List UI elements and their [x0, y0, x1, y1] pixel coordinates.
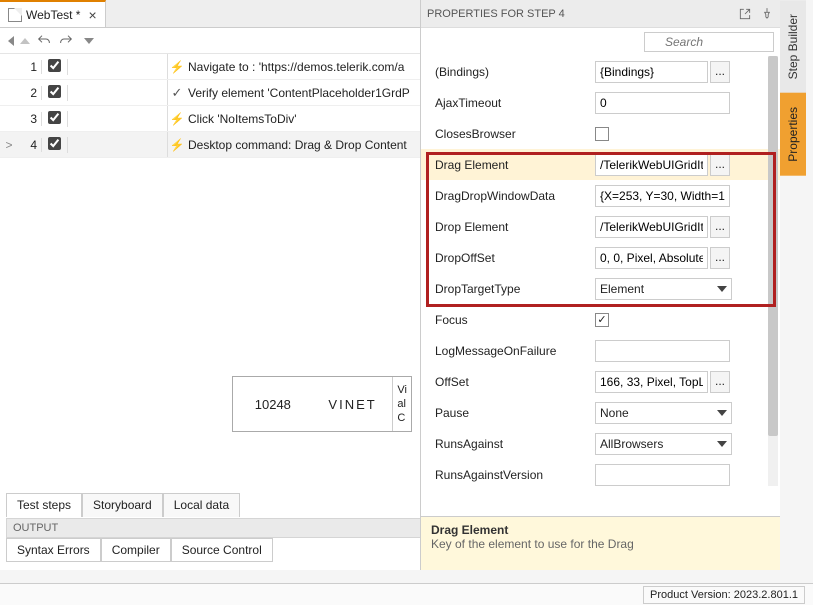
property-value-input[interactable]: [595, 371, 708, 393]
property-select[interactable]: None: [595, 402, 732, 424]
property-list: (Bindings)... AjaxTimeout ClosesBrowser Dra…: [421, 56, 780, 486]
desc-text: Key of the element to use for the Drag: [431, 537, 770, 551]
property-row[interactable]: (Bindings)...: [421, 56, 780, 87]
tab-compiler[interactable]: Compiler: [101, 538, 171, 562]
property-row[interactable]: ClosesBrowser: [421, 118, 780, 149]
step-enabled-checkbox[interactable]: [48, 85, 61, 98]
ellipsis-button[interactable]: ...: [710, 216, 730, 238]
properties-title: PROPERTIES FOR STEP 4: [427, 8, 565, 20]
property-value-input[interactable]: [595, 247, 708, 269]
property-row[interactable]: LogMessageOnFailure: [421, 335, 780, 366]
bolt-icon: [168, 112, 186, 126]
property-name: ClosesBrowser: [435, 127, 595, 141]
property-checkbox[interactable]: [595, 127, 609, 141]
properties-panel: PROPERTIES FOR STEP 4 (Bindings)... AjaxT…: [420, 0, 780, 570]
step-enabled-checkbox[interactable]: [48, 111, 61, 124]
property-value-input[interactable]: [595, 154, 708, 176]
bolt-icon: [168, 138, 186, 152]
property-name: AjaxTimeout: [435, 96, 595, 110]
bolt-icon: [168, 60, 186, 74]
preview-cell-1: 10248: [233, 397, 313, 412]
status-bar: Product Version: 2023.2.801.1: [0, 583, 813, 605]
property-name: Drag Element: [435, 158, 595, 172]
property-value-input[interactable]: [595, 185, 730, 207]
product-version: Product Version: 2023.2.801.1: [643, 586, 805, 604]
bottom-tabs: Test steps Storyboard Local data: [6, 493, 240, 517]
side-tab-step-builder[interactable]: Step Builder: [780, 0, 806, 93]
property-name: OffSet: [435, 375, 595, 389]
property-select[interactable]: Element: [595, 278, 732, 300]
preview-cell-2: VINET: [313, 397, 393, 412]
preview-cell-3: Vi al C: [392, 377, 411, 431]
tab-storyboard[interactable]: Storyboard: [82, 493, 163, 517]
property-row[interactable]: Focus✓: [421, 304, 780, 335]
document-icon: [8, 8, 22, 22]
property-row[interactable]: DropOffSet...: [421, 242, 780, 273]
step-enabled-checkbox[interactable]: [48, 59, 61, 72]
redo-icon[interactable]: [58, 33, 74, 49]
undo-icon[interactable]: [36, 33, 52, 49]
dropdown-icon[interactable]: [84, 38, 94, 44]
ellipsis-button[interactable]: ...: [710, 247, 730, 269]
property-name: DropOffSet: [435, 251, 595, 265]
check-icon: [168, 85, 186, 101]
property-row[interactable]: DropTargetTypeElement: [421, 273, 780, 304]
property-checkbox[interactable]: ✓: [595, 313, 609, 327]
tab-source-control[interactable]: Source Control: [171, 538, 273, 562]
ellipsis-button[interactable]: ...: [710, 154, 730, 176]
property-name: RunsAgainst: [435, 437, 595, 451]
step-enabled-checkbox[interactable]: [48, 137, 61, 150]
search-input[interactable]: [644, 32, 774, 52]
property-row[interactable]: DragDropWindowData: [421, 180, 780, 211]
property-select[interactable]: AllBrowsers: [595, 433, 732, 455]
property-name: (Bindings): [435, 65, 595, 79]
property-row[interactable]: PauseNone: [421, 397, 780, 428]
pin-icon[interactable]: [760, 7, 774, 21]
property-row[interactable]: RunsAgainstVersion: [421, 459, 780, 486]
property-name: RunsAgainstVersion: [435, 468, 595, 482]
nav-left-icon[interactable]: [8, 36, 14, 46]
side-tab-properties[interactable]: Properties: [780, 93, 806, 176]
popout-icon[interactable]: [738, 7, 752, 21]
tab-title: WebTest *: [26, 8, 80, 22]
output-tabs: Syntax Errors Compiler Source Control: [6, 538, 273, 562]
desc-title: Drag Element: [431, 523, 770, 537]
property-value-input[interactable]: [595, 340, 730, 362]
property-value-input[interactable]: [595, 61, 708, 83]
property-name: DragDropWindowData: [435, 189, 595, 203]
drag-preview: 10248 VINET Vi al C: [232, 376, 412, 432]
ellipsis-button[interactable]: ...: [710, 371, 730, 393]
property-name: Drop Element: [435, 220, 595, 234]
property-row[interactable]: AjaxTimeout: [421, 87, 780, 118]
property-name: Pause: [435, 406, 595, 420]
property-row[interactable]: Drag Element...: [421, 149, 780, 180]
property-value-input[interactable]: [595, 216, 708, 238]
tab-syntax-errors[interactable]: Syntax Errors: [6, 538, 101, 562]
nav-up-icon[interactable]: [20, 38, 30, 44]
document-tab[interactable]: WebTest * ×: [0, 0, 106, 27]
property-name: DropTargetType: [435, 282, 595, 296]
property-value-input[interactable]: [595, 92, 730, 114]
property-description: Drag Element Key of the element to use f…: [421, 516, 780, 570]
property-row[interactable]: Drop Element...: [421, 211, 780, 242]
scrollbar-thumb[interactable]: [768, 56, 778, 436]
property-value-input[interactable]: [595, 464, 730, 486]
property-name: Focus: [435, 313, 595, 327]
side-tabs: Step Builder Properties: [780, 0, 813, 570]
property-row[interactable]: OffSet...: [421, 366, 780, 397]
property-row[interactable]: RunsAgainstAllBrowsers: [421, 428, 780, 459]
close-tab-icon[interactable]: ×: [88, 7, 96, 23]
tab-local-data[interactable]: Local data: [163, 493, 240, 517]
property-name: LogMessageOnFailure: [435, 344, 595, 358]
ellipsis-button[interactable]: ...: [710, 61, 730, 83]
tab-test-steps[interactable]: Test steps: [6, 493, 82, 517]
